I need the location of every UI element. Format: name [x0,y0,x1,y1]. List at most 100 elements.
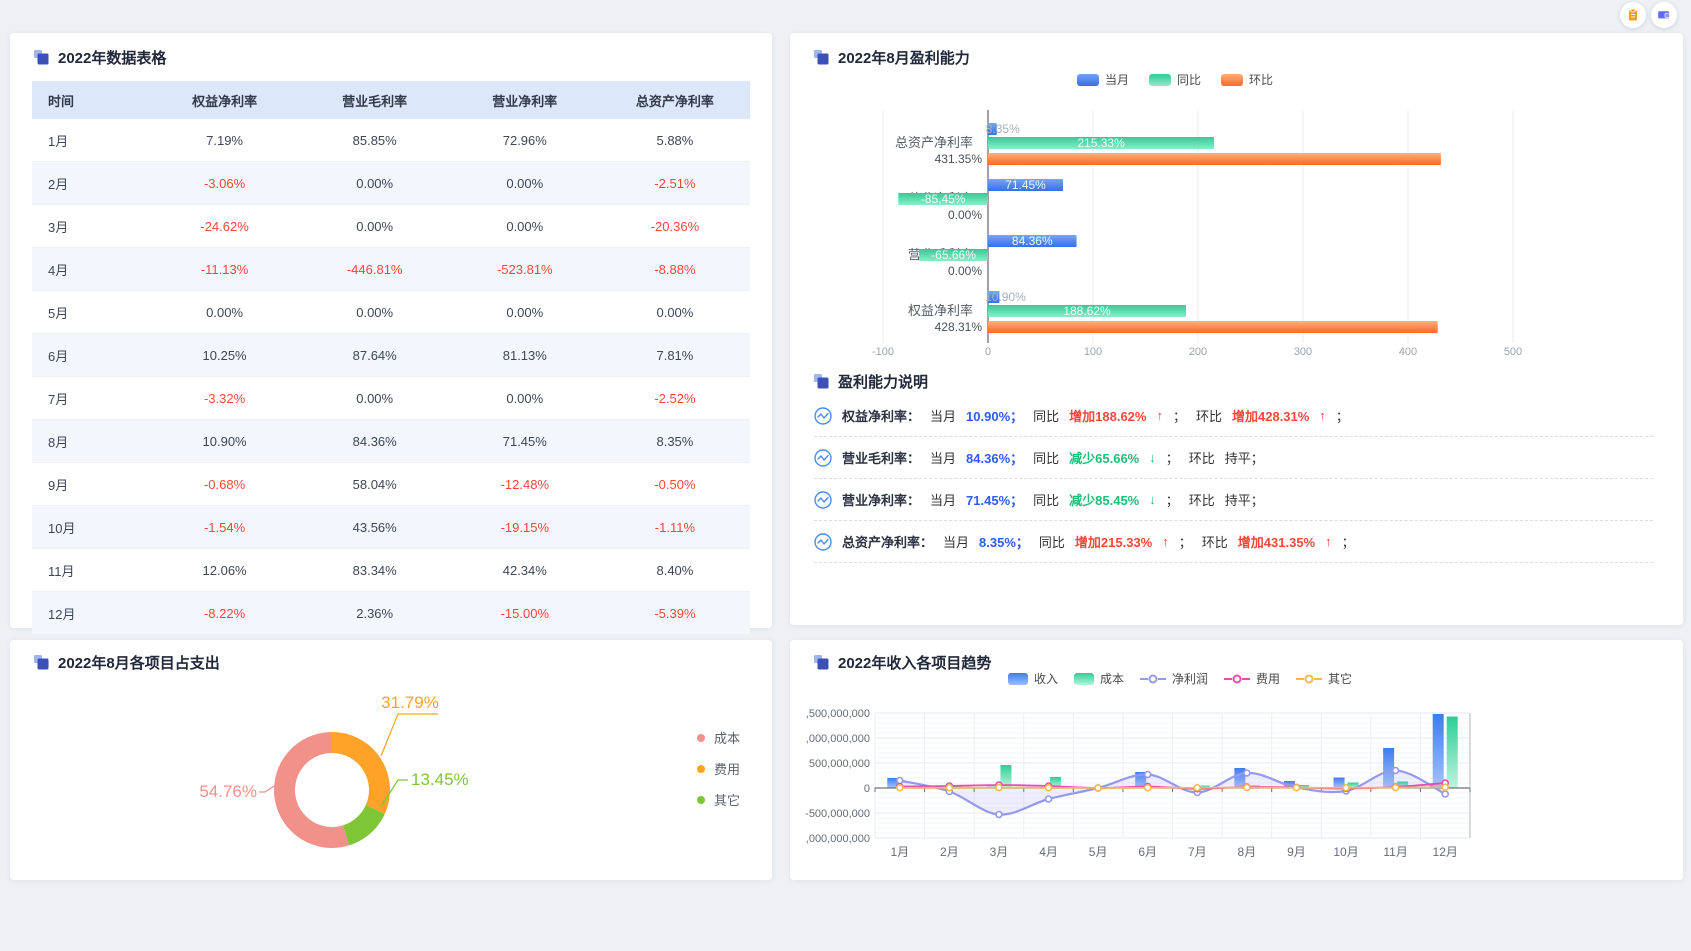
panel-title-icon [34,50,49,65]
bar-收入 [936,787,948,788]
note-text: 当月 [930,493,957,508]
note-text: 持平； [1224,493,1264,508]
point-净利润 [1143,770,1152,779]
legend-label: 同比 [1176,73,1201,87]
table-cell-month: 1月 [32,119,150,162]
table-cell-value: 85.85% [299,119,450,162]
legend-item-cost[interactable]: 成本 [1073,670,1124,687]
chart-text: 84.36% [1012,234,1053,248]
pulse-icon [814,490,832,509]
point-费用 [1391,783,1400,791]
chart-text: 400 [1399,346,1417,358]
note-text: 同比 [1038,535,1065,550]
table-cell-value: 5.88% [599,119,750,162]
clipboard-button[interactable] [1620,2,1646,28]
chart-text: 13.45% [411,770,469,789]
legend-item-yoy[interactable]: 同比 [1148,71,1201,88]
legend-item-other[interactable]: 其它 [1296,670,1352,687]
table-cell-value: 87.64% [299,333,450,377]
table-row: 9月 -0.68% 58.04% -12.48% -0.50% [32,462,750,506]
note-text: ↑ [1319,408,1326,423]
table-cell-value: -1.54% [149,505,300,549]
bar-收入 [1333,777,1345,788]
chart-text: 10月 [1333,845,1358,859]
point-净利润 [895,776,904,785]
table-cell-value: 0.00% [599,290,750,334]
chart-text: 0 [985,346,991,358]
bar-成本 [1198,785,1210,788]
point-其它 [995,783,1003,792]
line-其它 [898,786,1447,789]
panel-title-icon [814,655,829,670]
bar-同比 [898,193,988,205]
display-switch-button[interactable] [1651,2,1677,28]
table-header-row: 时间 权益净利率 营业毛利率 营业净利率 总资产净利率 [32,81,750,119]
bar-成本 [1347,782,1359,788]
note-row: 总资产净利率： 当月 8.35%； 同比 增加215.33% ↑ ； 环比 增加431.3… [814,521,1653,563]
revenue-trend-card: 2022年收入各项目趋势 收入 成本 净利润 费用 其它 [790,640,1683,880]
profit-notes: 盈利能力说明 权益净利率： 当月 10.90%； 同比 增加188.62% ↑； 环比… [814,371,1653,563]
bar-同比 [988,305,1187,317]
legend-item-current-month[interactable]: 当月 [1076,71,1129,88]
legend-item-revenue[interactable]: 收入 [1007,670,1058,687]
bar-收入 [1283,781,1295,788]
legend-swatch-green [1148,73,1171,86]
data-table-head: 时间 权益净利率 营业毛利率 营业净利率 总资产净利率 [32,81,750,119]
bar-同比 [919,249,988,261]
table-cell-value: 0.00% [449,290,600,334]
note-text: 71.45%； [966,493,1024,508]
legend-item-other[interactable]: 其它 [697,784,740,815]
chart-text: 215.33% [1077,136,1125,150]
pulse-icon [814,532,832,551]
note-text: 权益净利率： [842,409,921,424]
legend-item-fee[interactable]: 费用 [697,753,740,784]
table-cell-value: -15.00% [449,591,600,635]
chart-text: 71.45% [1005,178,1046,192]
note-text: 当月 [930,409,957,424]
table-cell-value: 8.35% [599,419,750,463]
pie-slice-成本[interactable] [273,732,350,848]
chart-text: ,000,000,000 [806,833,870,845]
pie-slice-费用[interactable] [332,732,390,815]
point-净利润 [945,787,954,796]
point-费用 [895,782,904,791]
table-cell-value: -12.48% [449,462,600,506]
legend-swatch-blue [1076,73,1099,86]
point-其它 [945,783,954,792]
note-text: ↑ [1162,534,1169,549]
table-cell-value: -5.39% [599,591,750,635]
bar-成本 [1397,781,1409,788]
chart-text: 188.62% [1063,304,1111,318]
point-费用 [1292,783,1301,792]
table-cell-value: 0.00% [449,204,600,248]
table-card-title: 2022年数据表格 [58,50,167,67]
point-费用 [945,782,954,790]
table-cell-value: -0.68% [149,462,300,506]
chart-text: 总资产净利率 [895,135,973,150]
bar-收入 [1234,768,1246,788]
pie-slice-其它[interactable] [342,805,385,846]
chart-text: 3月 [990,845,1009,859]
note-text: 环比 [1188,493,1215,508]
table-cell-month: 12月 [32,591,150,635]
point-净利润 [1044,795,1053,803]
chart-text: 4月 [1039,845,1058,859]
table-cell-value: -0.50% [599,462,750,506]
legend-item-fee[interactable]: 费用 [1224,670,1280,687]
table-cell-value: -3.32% [149,376,300,420]
note-text: 营业毛利率： [842,451,921,466]
point-费用 [1094,784,1102,792]
clipboard-icon [1626,8,1640,22]
table-cell-value: -24.62% [149,204,300,248]
table-cell-month: 6月 [32,333,150,377]
legend-item-mom[interactable]: 环比 [1221,71,1273,88]
legend-item-net-profit[interactable]: 净利润 [1139,670,1208,687]
legend-item-cost[interactable]: 成本 [697,722,740,753]
bar-收入 [1383,748,1395,788]
point-净利润 [1292,783,1301,792]
chart-text: 300 [1294,346,1312,358]
bar-当月 [988,123,997,135]
point-费用 [1044,782,1053,790]
note-text: ； [1335,409,1349,424]
point-净利润 [1094,784,1102,792]
